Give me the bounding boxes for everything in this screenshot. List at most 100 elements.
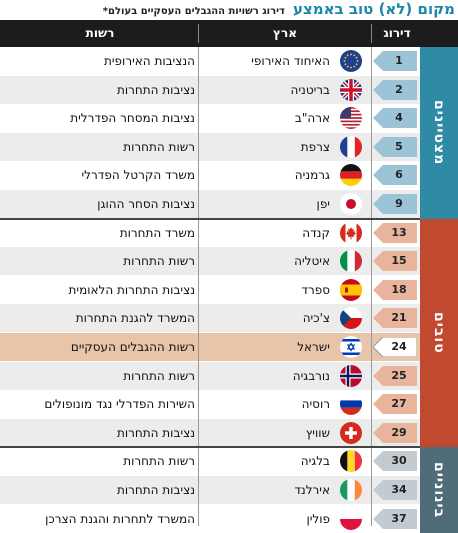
rank-number: 5 bbox=[395, 139, 403, 153]
column-divider bbox=[198, 47, 199, 526]
header-separator bbox=[198, 24, 199, 43]
authority-cell: רשות התחרות bbox=[123, 454, 195, 469]
rank-arrow-shape bbox=[373, 365, 417, 386]
authority-cell: רשות התחרות bbox=[123, 368, 195, 383]
rank-arrow-shape bbox=[373, 51, 417, 71]
authority-cell: רשות התחרות bbox=[123, 139, 195, 154]
authority-cell: נציבות הסחר ההוגן bbox=[97, 197, 195, 211]
rank-arrow-shape bbox=[373, 508, 417, 529]
authority-cell: נציבות התחרות bbox=[116, 82, 195, 97]
czech-flag-icon bbox=[340, 307, 362, 330]
authority-cell: משרד הקרטל הפדרלי bbox=[81, 168, 196, 183]
table-row: המשרד להגנת התחרות צ'כיה 21 bbox=[0, 304, 458, 333]
rank-arrow-shape bbox=[373, 394, 417, 415]
table-row: נציבות התחרות בריטניה 2 bbox=[0, 75, 458, 104]
authority-cell: המשרד לתחרות והגנת הצרכן bbox=[45, 511, 195, 526]
country-cell: רוסיה bbox=[301, 397, 330, 412]
country-cell: יפן bbox=[316, 197, 330, 211]
rank-arrow-shape bbox=[373, 480, 417, 500]
country-cell: קנדה bbox=[302, 225, 330, 240]
rank-number: 18 bbox=[391, 282, 407, 296]
rank-arrow-shape bbox=[373, 222, 417, 243]
table-row: הנציבות האירופית האיחוד האירופי 1 bbox=[0, 47, 458, 75]
switzerland-flag-icon bbox=[340, 421, 362, 444]
rank-badge: 9 bbox=[373, 194, 417, 214]
authority-cell: הנציבות האירופית bbox=[103, 54, 195, 68]
authority-cell: נציבות המסחר הפדרלית bbox=[70, 111, 195, 126]
israel-flag-icon bbox=[340, 336, 362, 358]
rank-number: 24 bbox=[391, 340, 407, 353]
country-cell: ישראל bbox=[297, 340, 330, 354]
rank-badge: 21 bbox=[373, 308, 417, 329]
page-subtitle: דירוג רשויות ההגבלים העסקיים בעולם* bbox=[102, 6, 285, 17]
rank-number: 1 bbox=[395, 54, 403, 67]
table-row: נציבות הסחר ההוגן יפן 9 bbox=[0, 190, 458, 218]
rank-badge: 18 bbox=[373, 279, 417, 300]
column-divider bbox=[371, 47, 372, 526]
rank-badge: 24 bbox=[373, 337, 417, 357]
table-row: המשרד לתחרות והגנת הצרכן פולין 37 bbox=[0, 505, 458, 533]
rank-number: 15 bbox=[391, 254, 407, 268]
rank-arrow-shape bbox=[373, 337, 417, 357]
eu-flag-icon bbox=[340, 50, 362, 72]
country-cell: האיחוד האירופי bbox=[251, 54, 330, 68]
country-cell: נורבגיה bbox=[292, 368, 330, 383]
header-separator bbox=[371, 24, 372, 43]
group-label-sidebar: טובים bbox=[420, 218, 458, 448]
title-row: מקום (לא) טוב באמצע דירוג רשויות ההגבלים… bbox=[0, 0, 458, 20]
rank-badge: 4 bbox=[373, 108, 417, 129]
rank-badge: 5 bbox=[373, 136, 417, 157]
rank-number: 6 bbox=[395, 168, 403, 182]
rank-number: 4 bbox=[395, 111, 403, 125]
table-row: רשות התחרות צרפת 5 bbox=[0, 132, 458, 161]
rank-arrow-shape bbox=[373, 108, 417, 129]
rank-arrow-shape bbox=[373, 451, 417, 472]
authority-cell: נציבות התחרות bbox=[116, 483, 195, 497]
authority-cell: המשרד להגנת התחרות bbox=[75, 311, 195, 326]
table-row: רשות התחרות איטליה 15 bbox=[0, 247, 458, 276]
country-cell: בריטניה bbox=[290, 82, 330, 97]
spain-flag-icon bbox=[340, 278, 362, 301]
authority-cell: נציבות התחרות הלאומית bbox=[68, 282, 196, 297]
rank-number: 34 bbox=[391, 483, 407, 496]
rank-badge: 2 bbox=[373, 79, 417, 100]
rank-arrow-shape bbox=[373, 165, 417, 186]
page-title: מקום (לא) טוב באמצע bbox=[292, 0, 455, 18]
rank-arrow-shape bbox=[373, 194, 417, 214]
country-cell: איטליה bbox=[294, 254, 330, 269]
table-row: רשות התחרות בלגיה 30 bbox=[0, 447, 458, 475]
group-divider bbox=[0, 446, 420, 449]
rank-number: 37 bbox=[391, 511, 407, 525]
rank-arrow-shape bbox=[373, 422, 417, 443]
rank-number: 13 bbox=[391, 225, 407, 239]
country-cell: שוויץ bbox=[305, 425, 330, 440]
group-label: בינוניים bbox=[431, 462, 447, 519]
rank-number: 29 bbox=[391, 425, 407, 439]
country-cell: אירלנד bbox=[294, 483, 330, 497]
japan-flag-icon bbox=[340, 193, 362, 215]
rank-number: 30 bbox=[391, 454, 407, 468]
belgium-flag-icon bbox=[340, 450, 362, 473]
germany-flag-icon bbox=[340, 164, 362, 187]
column-header-rank: דירוג bbox=[383, 26, 411, 40]
rank-badge: 37 bbox=[373, 508, 417, 529]
table-row: משרד הקרטל הפדרלי גרמניה 6 bbox=[0, 161, 458, 189]
table-row: משרד התחרות קנדה 13 bbox=[0, 219, 458, 247]
rank-badge: 6 bbox=[373, 165, 417, 186]
rank-number: 21 bbox=[391, 311, 407, 325]
poland-flag-icon bbox=[340, 507, 362, 530]
group-label-sidebar: מצטיינים bbox=[420, 47, 458, 219]
country-cell: בלגיה bbox=[300, 454, 330, 469]
rank-badge: 25 bbox=[373, 365, 417, 386]
canada-flag-icon bbox=[340, 221, 362, 244]
rank-badge: 34 bbox=[373, 480, 417, 500]
authority-cell: השירות הפדרלי נגד מונופולים bbox=[44, 397, 195, 412]
country-cell: גרמניה bbox=[294, 168, 330, 183]
ireland-flag-icon bbox=[340, 479, 362, 501]
table-row: נציבות התחרות הלאומית ספרד 18 bbox=[0, 276, 458, 304]
country-cell: פולין bbox=[306, 511, 330, 526]
country-cell: צ'כיה bbox=[302, 311, 330, 326]
rank-arrow-shape bbox=[373, 279, 417, 300]
group-divider bbox=[0, 217, 420, 220]
